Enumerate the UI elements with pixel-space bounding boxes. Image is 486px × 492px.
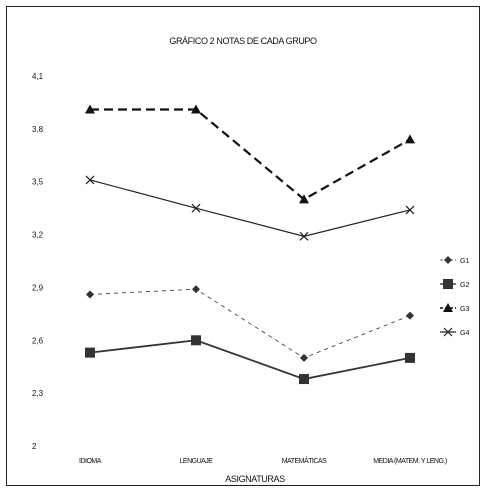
data-point xyxy=(85,347,95,358)
x-category-label: MATEMÁTICAS xyxy=(282,456,327,465)
y-tick-label: 4,1 xyxy=(32,72,44,81)
chart-frame xyxy=(6,6,480,486)
series-line-g1 xyxy=(89,288,411,359)
y-tick-label: 3,8 xyxy=(32,125,44,134)
data-point xyxy=(86,290,94,299)
series-line-g3 xyxy=(90,108,411,201)
data-point xyxy=(406,311,414,320)
legend-item-g3: G3 xyxy=(440,303,469,313)
series-line-g4 xyxy=(89,179,411,237)
y-tick-label: 3,5 xyxy=(32,178,44,187)
y-tick-label: 2,9 xyxy=(32,283,44,292)
data-point xyxy=(299,194,309,204)
series-g3 xyxy=(85,104,415,204)
x-axis-label: ASIGNATURAS xyxy=(225,474,285,484)
legend-item-g1: G1 xyxy=(440,256,469,265)
data-point xyxy=(85,175,95,185)
legend-item-g4: G4 xyxy=(440,327,469,337)
data-point xyxy=(299,231,309,241)
legend-marker xyxy=(443,303,453,312)
series-g1 xyxy=(86,285,414,362)
y-tick-label: 3,2 xyxy=(32,231,44,240)
y-tick-label: 2,3 xyxy=(32,389,44,398)
y-tick-label: 2,6 xyxy=(32,336,44,345)
legend-marker xyxy=(444,256,452,264)
data-point xyxy=(191,104,201,114)
legend-marker xyxy=(443,327,453,337)
data-point xyxy=(405,352,415,363)
data-point xyxy=(192,285,200,294)
legend-label: G2 xyxy=(460,282,469,289)
x-category-label: LENGUAJE xyxy=(180,458,214,465)
data-point xyxy=(405,205,415,215)
data-point xyxy=(299,374,309,385)
data-point xyxy=(191,335,201,346)
legend-label: G1 xyxy=(460,258,469,265)
legend-marker xyxy=(443,279,453,289)
legend-label: G3 xyxy=(460,306,469,313)
legend-item-g2: G2 xyxy=(440,279,469,289)
x-category-label: IDIOMA xyxy=(79,458,102,465)
series-line-g2 xyxy=(89,339,411,380)
data-point xyxy=(191,203,201,213)
y-axis-ticks: 2 2,3 2,6 2,9 3,2 3,5 3,8 4,1 xyxy=(32,72,44,451)
series-layer xyxy=(85,104,415,385)
legend-label: G4 xyxy=(460,330,469,337)
data-point xyxy=(300,353,308,362)
chart-title: GRÁFICO 2 NOTAS DE CADA GRUPO xyxy=(169,36,317,46)
x-category-label: MEDIA (MATEM. Y LENG.) xyxy=(373,458,447,465)
y-tick-label: 2 xyxy=(32,442,37,451)
series-g2 xyxy=(85,335,415,385)
x-axis-categories: IDIOMA LENGUAJE MATEMÁTICAS MEDIA (MATEM. Y… xyxy=(79,456,447,465)
series-g4 xyxy=(85,175,415,241)
data-point xyxy=(405,134,415,144)
legend: G1 G2 G3 G4 xyxy=(440,256,469,337)
data-point xyxy=(85,104,95,114)
